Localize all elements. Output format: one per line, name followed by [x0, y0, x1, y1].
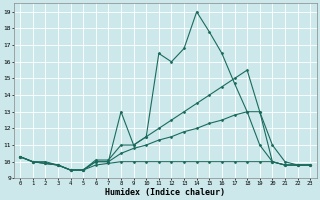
X-axis label: Humidex (Indice chaleur): Humidex (Indice chaleur): [105, 188, 225, 197]
